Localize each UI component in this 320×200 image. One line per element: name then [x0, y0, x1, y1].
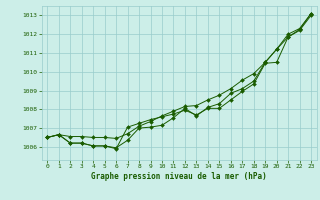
X-axis label: Graphe pression niveau de la mer (hPa): Graphe pression niveau de la mer (hPa): [91, 172, 267, 181]
